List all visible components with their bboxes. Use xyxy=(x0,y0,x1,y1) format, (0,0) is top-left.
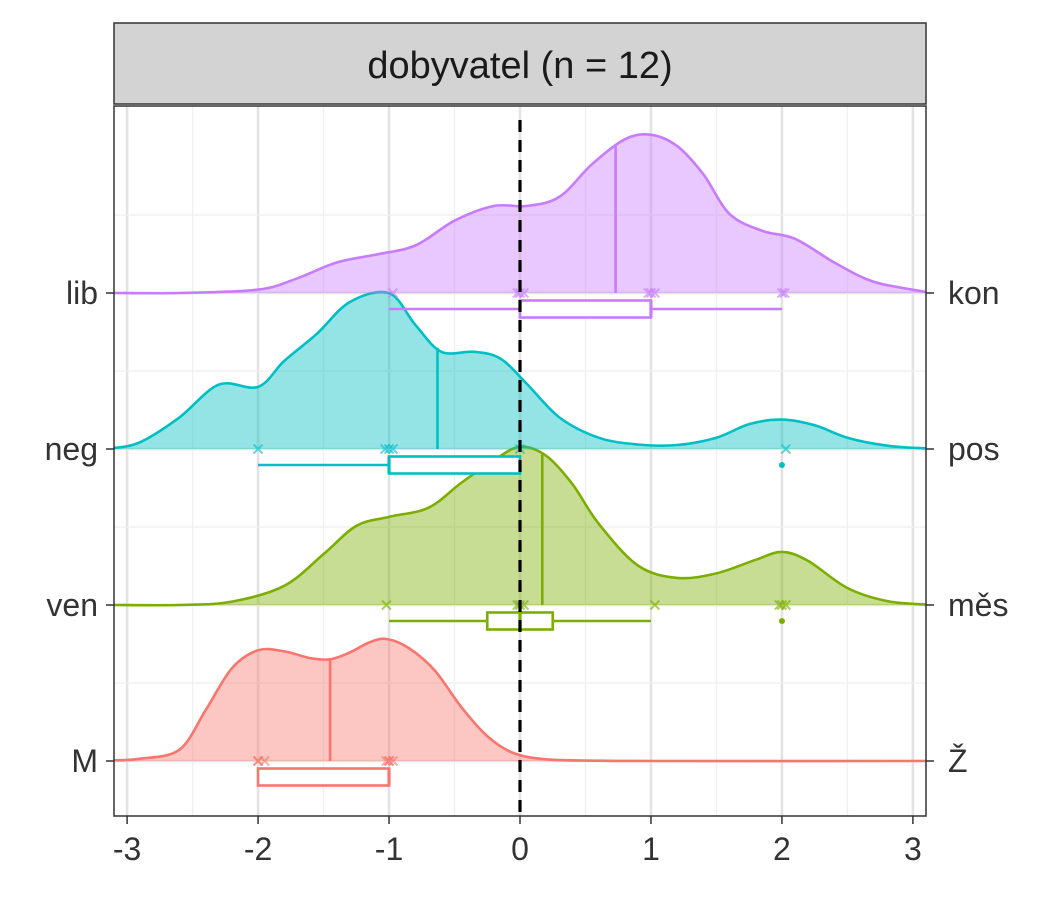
x-tick-label: -3 xyxy=(113,831,141,867)
data-point xyxy=(776,599,788,611)
data-point xyxy=(779,287,790,299)
data-point xyxy=(514,287,526,299)
y-label-right: kon xyxy=(948,275,1000,311)
data-point xyxy=(387,443,399,455)
density-fill xyxy=(114,291,926,449)
y-label-left: lib xyxy=(66,275,98,311)
data-point xyxy=(259,755,270,767)
ridges-layer xyxy=(113,133,927,787)
density-line xyxy=(113,637,927,763)
box xyxy=(387,455,522,475)
y-label-right: Ž xyxy=(948,743,968,779)
y-label-left: neg xyxy=(45,431,98,467)
data-point xyxy=(383,443,395,455)
data-point xyxy=(387,755,399,767)
x-tick-label: 2 xyxy=(773,831,791,867)
outlier-point xyxy=(778,462,785,468)
data-point xyxy=(780,599,792,611)
x-tick-label: 0 xyxy=(511,831,529,867)
data-point xyxy=(379,443,391,455)
y-label-left: M xyxy=(71,743,98,779)
data-point xyxy=(387,287,399,299)
y-label-right: měs xyxy=(948,587,1008,623)
ridge-lib xyxy=(113,133,927,319)
y-label-left: ven xyxy=(46,587,98,623)
data-point xyxy=(776,287,788,299)
box xyxy=(256,767,391,787)
outlier-point xyxy=(778,618,785,624)
data-point xyxy=(381,599,392,611)
density-fill xyxy=(114,134,926,294)
data-point xyxy=(643,287,654,299)
x-tick-label: 3 xyxy=(904,831,922,867)
facet-title: dobyvatel (n = 12) xyxy=(367,45,672,87)
data-point xyxy=(252,443,264,455)
data-point xyxy=(780,443,792,455)
density-fill xyxy=(114,638,926,762)
ridge-neg xyxy=(113,290,927,475)
x-tick-label: 1 xyxy=(642,831,660,867)
y-label-right: pos xyxy=(948,431,1000,467)
x-tick-label: -1 xyxy=(375,831,403,867)
data-point xyxy=(649,599,661,611)
data-point xyxy=(383,755,395,767)
x-tick-label: -2 xyxy=(244,831,272,867)
data-point xyxy=(645,287,657,299)
box xyxy=(518,299,653,319)
ridge-M xyxy=(113,637,927,787)
facet-strip xyxy=(113,22,927,105)
density-line xyxy=(113,445,927,607)
density-line xyxy=(113,290,927,450)
density-line xyxy=(113,133,927,295)
